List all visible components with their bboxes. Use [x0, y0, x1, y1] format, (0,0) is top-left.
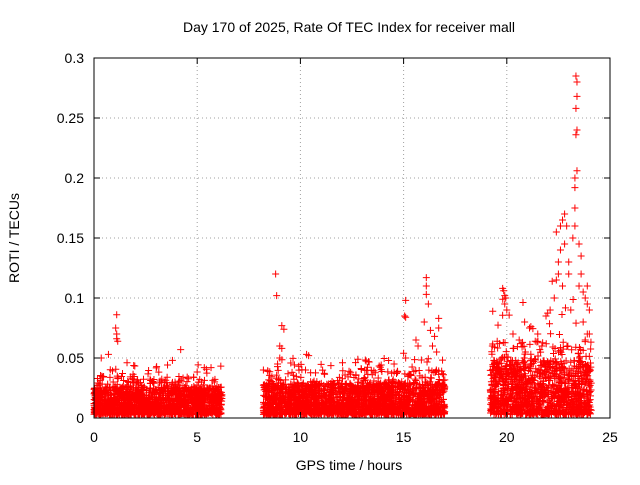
data-point — [140, 376, 147, 383]
data-point — [546, 320, 553, 327]
data-point — [327, 362, 334, 369]
data-point — [145, 367, 152, 374]
data-point — [409, 363, 416, 370]
data-point — [285, 370, 292, 377]
data-point — [558, 311, 565, 318]
data-point — [503, 348, 510, 355]
data-point — [510, 345, 517, 352]
data-point — [194, 369, 201, 376]
data-point — [264, 368, 271, 375]
data-point — [489, 308, 496, 315]
data-point — [519, 299, 526, 306]
data-point — [131, 362, 138, 369]
data-point — [275, 367, 282, 374]
data-point — [499, 312, 506, 319]
data-point — [526, 341, 533, 348]
data-point — [208, 364, 215, 371]
data-point — [533, 338, 540, 345]
data-point — [500, 339, 507, 346]
data-point — [363, 367, 370, 374]
data-point — [195, 361, 202, 368]
data-point — [539, 339, 546, 346]
data-point — [130, 362, 137, 369]
data-point — [190, 374, 197, 381]
data-point — [391, 361, 398, 368]
data-point — [312, 369, 319, 376]
data-point — [260, 367, 267, 374]
data-point — [521, 318, 528, 325]
data-points — [91, 73, 595, 418]
data-point — [411, 356, 418, 363]
data-point — [358, 365, 365, 372]
data-point — [157, 377, 164, 384]
data-point — [339, 359, 346, 366]
data-point — [164, 361, 171, 368]
data-point — [424, 358, 431, 365]
data-point — [567, 359, 574, 366]
data-point — [495, 322, 502, 329]
data-point — [425, 355, 432, 362]
data-point — [291, 361, 298, 368]
data-point — [583, 353, 590, 360]
data-point — [384, 368, 391, 375]
data-point — [439, 357, 446, 364]
data-point — [547, 330, 554, 337]
data-point — [100, 373, 107, 380]
data-point — [318, 361, 325, 368]
data-point — [106, 374, 113, 381]
data-point — [217, 363, 224, 370]
data-point — [573, 320, 580, 327]
data-point — [550, 350, 557, 357]
data-point — [201, 377, 208, 384]
